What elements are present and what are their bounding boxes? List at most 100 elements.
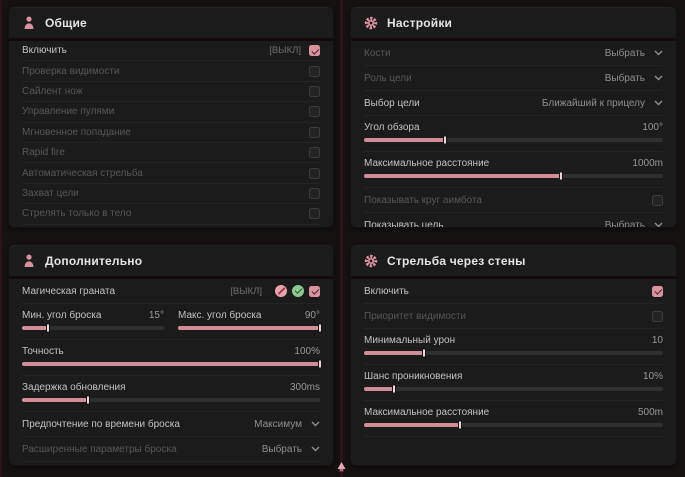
panel-settings: Настройки Кости Выбрать Роль цели Выбрат… (350, 6, 677, 228)
row-silent-knife: Сайлент нож (22, 82, 320, 103)
body-only-checkbox[interactable] (309, 208, 320, 220)
min-damage-slider[interactable] (364, 348, 663, 358)
visibility-priority-checkbox[interactable] (652, 310, 663, 322)
row-accuracy: Точность 100% (22, 340, 322, 376)
throw-time-preference-select[interactable]: Максимум (254, 419, 320, 430)
panel-title: Настройки (387, 16, 453, 30)
slider-value: 100% (294, 346, 320, 357)
row-auto-fire: Автоматическая стрельба (22, 163, 320, 184)
rapid-fire-checkbox[interactable] (309, 147, 320, 159)
hotkey-label: [ВЫКЛ] (269, 45, 301, 57)
chevron-down-icon (654, 222, 663, 227)
row-instant-hit: Мгновенное попадание (22, 123, 320, 143)
panel-additional-header: Дополнительно (9, 245, 333, 278)
chevron-down-icon (654, 75, 663, 81)
row-throw-time-preference: Предпочтение по времени броска Максимум (22, 412, 320, 437)
aimbot-circle-checkbox[interactable] (652, 194, 663, 206)
wallbang-max-distance-slider[interactable] (364, 420, 663, 430)
row-aimbot-circle: Показывать круг аимбота (364, 188, 663, 213)
chevron-down-icon (654, 100, 663, 106)
row-label: Мин. угол броска (22, 310, 102, 321)
chevron-down-icon (654, 50, 663, 56)
person-icon (24, 16, 34, 29)
slider-thumb[interactable] (318, 359, 322, 369)
row-label: Максимальное расстояние (364, 158, 490, 169)
show-target-select[interactable]: Выбрать (604, 219, 663, 228)
row-bones: Кости Выбрать (364, 41, 663, 66)
slider-thumb[interactable] (457, 420, 462, 430)
slider-value: 10 (651, 335, 663, 346)
panel-general: Общие Включить [ВЫКЛ] Проверка видимости… (8, 6, 334, 228)
slider-thumb[interactable] (559, 171, 564, 181)
row-label: Проверка видимости (22, 65, 120, 77)
panel-title: Стрельба через стены (387, 254, 526, 268)
row-label: Захват цели (22, 187, 79, 199)
row-label: Выбор цели (364, 97, 420, 109)
check-circle-icon[interactable] (292, 285, 304, 297)
chevron-down-icon (311, 421, 320, 427)
accuracy-slider[interactable] (22, 359, 322, 369)
row-label: Задержка обновления (22, 382, 126, 393)
row-label: Угол обзора (364, 122, 420, 133)
row-bullet-control: Управление пулями (22, 102, 320, 123)
row-label: Магическая граната (22, 285, 116, 297)
row-label: Расширенные параметры броска (22, 443, 177, 455)
slider-thumb[interactable] (391, 384, 396, 394)
slider-thumb[interactable] (45, 323, 50, 333)
silent-knife-checkbox[interactable] (309, 85, 320, 97)
gear-icon (364, 254, 378, 268)
chevron-down-icon (311, 446, 320, 452)
select-value: Выбрать (604, 219, 645, 228)
crossed-circle-icon[interactable] (275, 285, 287, 297)
row-label: Шанс проникновения (364, 371, 463, 382)
magic-grenade-checkbox[interactable] (309, 285, 320, 297)
target-choice-select[interactable]: Ближайший к прицелу (542, 98, 663, 109)
slider-thumb[interactable] (85, 395, 90, 405)
panel-wallbang-header: Стрельба через стены (351, 245, 676, 278)
max-throw-angle-slider[interactable] (178, 323, 322, 333)
row-enable: Включить (364, 279, 663, 304)
hotkey-label: [ВЫКЛ] (230, 285, 262, 297)
gear-icon (364, 16, 378, 30)
advanced-throw-params-select[interactable]: Выбрать (262, 444, 320, 455)
bones-select[interactable]: Выбрать (605, 48, 663, 59)
row-label: Точность (22, 346, 64, 357)
panel-additional: Дополнительно Магическая граната [ВЫКЛ] (8, 244, 334, 466)
background-center-strip (340, 0, 343, 477)
wallbang-enable-checkbox[interactable] (652, 285, 663, 297)
target-lock-checkbox[interactable] (309, 187, 320, 199)
row-rapid-fire: Rapid fire (22, 143, 320, 164)
row-label: Максимальное расстояние (364, 407, 490, 418)
slider-thumb[interactable] (442, 135, 447, 145)
min-throw-angle-slider[interactable] (22, 323, 164, 333)
bullet-control-checkbox[interactable] (309, 106, 320, 118)
visibility-check-checkbox[interactable] (309, 65, 320, 77)
slider-value: 1000m (632, 158, 663, 169)
slider-value: 300ms (289, 382, 320, 393)
row-fov: Угол обзора 100° (364, 116, 663, 152)
max-distance-slider[interactable] (364, 171, 663, 181)
auto-fire-checkbox[interactable] (309, 167, 320, 179)
enable-checkbox[interactable] (309, 45, 320, 57)
update-delay-slider[interactable] (22, 395, 320, 405)
row-min-damage: Минимальный урон 10 (364, 329, 663, 365)
person-icon (24, 254, 34, 267)
penetration-chance-slider[interactable] (364, 384, 663, 394)
row-penetration-chance: Шанс проникновения 10% (364, 365, 663, 401)
slider-thumb[interactable] (318, 323, 322, 333)
row-target-choice: Выбор цели Ближайший к прицелу (364, 91, 663, 116)
slider-thumb[interactable] (421, 348, 426, 358)
row-advanced-throw-params: Расширенные параметры броска Выбрать (22, 437, 320, 462)
row-enable: Включить [ВЫКЛ] (22, 41, 320, 62)
row-max-distance: Максимальное расстояние 1000m (364, 152, 663, 188)
row-visibility-priority: Приоритет видимости (364, 304, 663, 329)
panel-title: Общие (45, 16, 87, 30)
fov-slider[interactable] (364, 135, 663, 145)
row-label: Сайлент нож (22, 85, 83, 97)
instant-hit-checkbox[interactable] (309, 126, 320, 138)
row-label: Включить (22, 45, 67, 57)
background-left-strip (0, 0, 2, 477)
slider-value: 500m (637, 407, 663, 418)
row-max-distance: Максимальное расстояние 500m (364, 401, 663, 437)
target-role-select[interactable]: Выбрать (605, 73, 663, 84)
